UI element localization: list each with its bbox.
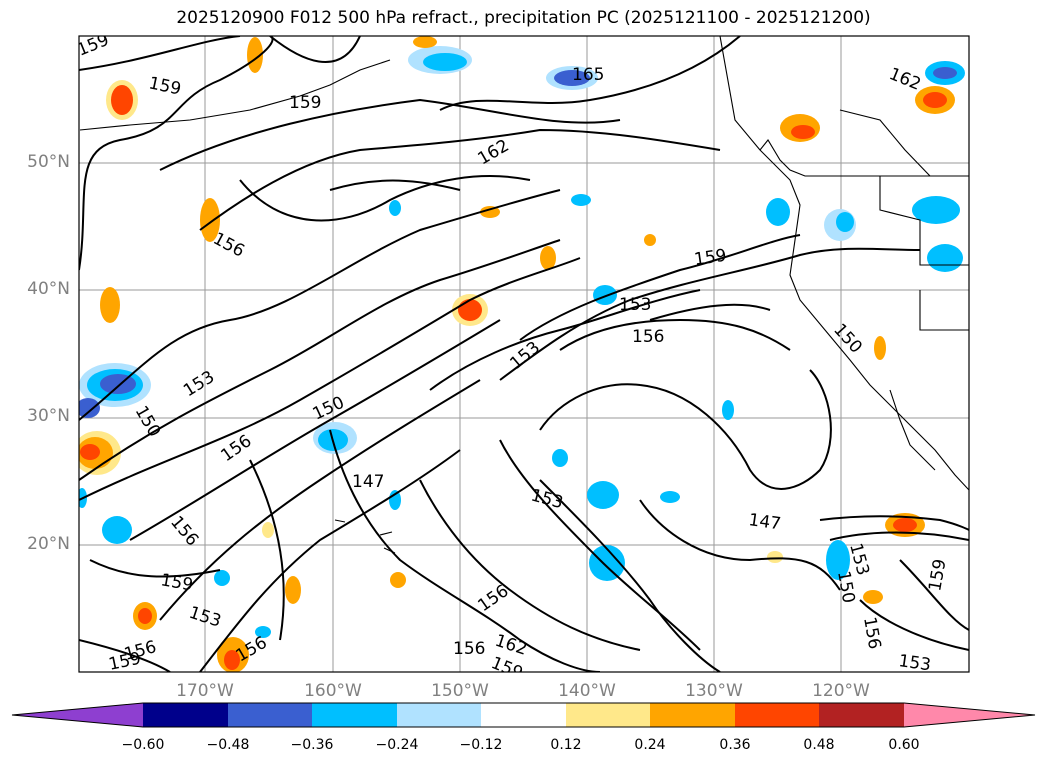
colorbar-outline — [11, 702, 1036, 728]
lat-label: 30°N — [27, 406, 70, 426]
colorbar-swatch — [143, 703, 228, 727]
precipitation-shading — [79, 36, 965, 672]
lon-label: 140°W — [558, 681, 616, 701]
colorbar-tick-label: 0.12 — [550, 737, 582, 753]
colorbar-swatch — [650, 703, 735, 727]
contour-label: 159 — [289, 93, 321, 113]
contour-label: 156 — [453, 639, 485, 659]
colorbar-tick-label: −0.36 — [290, 737, 334, 753]
contour-label: 159 — [107, 649, 143, 675]
colorbar-tick-label: −0.24 — [375, 737, 419, 753]
colorbar-swatch — [228, 703, 313, 727]
lon-label: 170°W — [176, 681, 234, 701]
graticule — [79, 36, 969, 672]
lon-label: 150°W — [431, 681, 489, 701]
contour-label: 153 — [897, 651, 932, 675]
colorbar-extend-low — [12, 703, 143, 727]
colorbar-swatch — [819, 703, 904, 727]
colorbar-swatch — [481, 703, 566, 727]
contour-label: 165 — [572, 65, 604, 85]
contour-label: 147 — [747, 510, 782, 534]
refractivity-contours — [79, 36, 969, 672]
map-frame — [78, 35, 970, 673]
colorbar — [11, 702, 1036, 728]
colorbar-swatch — [566, 703, 651, 727]
colorbar-tick-label: −0.60 — [121, 737, 165, 753]
contour-label: 156 — [632, 327, 664, 347]
lon-label: 120°W — [812, 681, 870, 701]
coastlines — [79, 36, 969, 554]
colorbar-tick-label: −0.48 — [206, 737, 250, 753]
colorbar-extend-high — [904, 703, 1035, 727]
colorbar-swatch — [397, 703, 482, 727]
colorbar-tick-label: −0.12 — [459, 737, 503, 753]
colorbar-swatch — [312, 703, 397, 727]
colorbar-tick-label: 0.36 — [719, 737, 751, 753]
contour-label: 147 — [352, 472, 384, 492]
lon-label: 160°W — [304, 681, 362, 701]
colorbar-tick-label: 0.24 — [634, 737, 666, 753]
lat-label: 40°N — [27, 279, 70, 299]
lat-label: 50°N — [27, 152, 70, 172]
colorbar-tick-label: 0.48 — [803, 737, 835, 753]
contour-label: 159 — [693, 246, 728, 270]
contour-label: 153 — [619, 295, 651, 315]
colorbar-swatch — [735, 703, 820, 727]
lat-label: 20°N — [27, 534, 70, 554]
colorbar-tick-label: 0.60 — [888, 737, 920, 753]
lon-label: 130°W — [685, 681, 743, 701]
map-title: 2025120900 F012 500 hPa refract., precip… — [176, 8, 871, 28]
